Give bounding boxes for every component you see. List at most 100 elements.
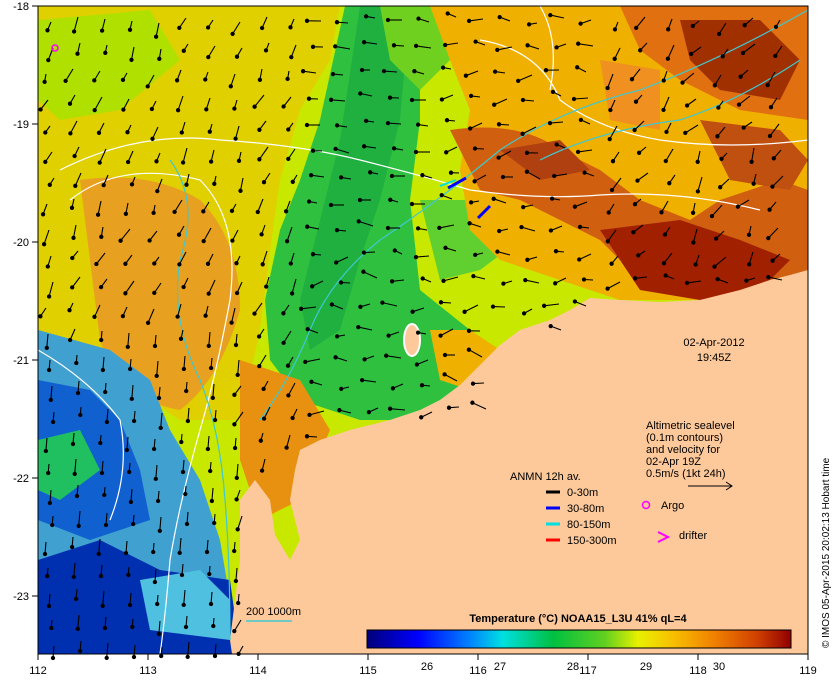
velocity-arrow-head xyxy=(99,470,105,476)
velocity-arrow xyxy=(208,279,216,294)
velocity-arrow-head xyxy=(359,377,365,383)
velocity-arrow-head xyxy=(716,31,722,37)
velocity-arrow-head xyxy=(281,340,286,346)
velocity-arrow-head xyxy=(462,309,467,314)
velocity-arrow xyxy=(661,200,669,213)
velocity-arrow-head xyxy=(99,28,105,33)
velocity-arrow xyxy=(737,199,750,208)
y-tick-label: -20 xyxy=(13,237,29,249)
velocity-arrow-head xyxy=(416,16,421,21)
velocity-arrow-head xyxy=(577,257,582,262)
velocity-arrow-head xyxy=(307,412,312,418)
velocity-arrow-head xyxy=(229,208,235,214)
velocity-arrow-head xyxy=(42,551,48,557)
velocity-arrow-head xyxy=(519,224,524,230)
velocity-arrow xyxy=(554,173,568,177)
velocity-arrow-head xyxy=(463,73,469,78)
velocity-arrow xyxy=(497,251,511,256)
velocity-arrow xyxy=(155,22,160,37)
velocity-arrow xyxy=(77,614,80,629)
velocity-arrow-head xyxy=(50,419,56,425)
velocity-arrow-head xyxy=(125,159,131,165)
velocity-arrow-head xyxy=(712,264,717,269)
velocity-arrow-head xyxy=(438,300,444,305)
velocity-arrow xyxy=(48,281,54,297)
velocity-arrow xyxy=(98,538,101,554)
velocity-arrow-head xyxy=(468,200,474,205)
velocity-arrow xyxy=(124,280,135,294)
velocity-arrow xyxy=(258,146,269,160)
velocity-arrow-head xyxy=(236,158,242,163)
velocity-arrow xyxy=(73,562,76,577)
argo-marker xyxy=(51,44,59,52)
velocity-arrow-head xyxy=(446,405,452,410)
velocity-arrow-head xyxy=(663,273,668,278)
velocity-arrow-head xyxy=(155,188,160,194)
velocity-arrow-head xyxy=(419,415,424,420)
velocity-arrow-head xyxy=(361,40,367,45)
velocity-arrow-head xyxy=(290,179,295,184)
velocity-arrow xyxy=(692,228,698,243)
velocity-arrow-head xyxy=(96,130,102,135)
velocity-arrow xyxy=(235,125,240,139)
velocity-arrow-head xyxy=(333,146,338,152)
velocity-arrow xyxy=(94,96,103,111)
velocity-arrow-head xyxy=(184,182,189,187)
velocity-arrow-head xyxy=(284,239,290,244)
velocity-arrow-head xyxy=(152,343,158,349)
velocity-arrow xyxy=(517,74,533,82)
velocity-arrow-head xyxy=(206,54,211,60)
velocity-arrow xyxy=(364,41,378,45)
velocity-arrow-head xyxy=(68,131,73,136)
velocity-arrow xyxy=(439,224,455,229)
velocity-arrow-head xyxy=(120,77,126,83)
velocity-arrow-head xyxy=(212,653,218,659)
velocity-arrow-head xyxy=(45,264,50,269)
velocity-arrow-head xyxy=(388,197,393,202)
velocity-arrow-head xyxy=(684,103,690,108)
velocity-arrow xyxy=(233,619,242,632)
velocity-arrow-head xyxy=(471,273,476,279)
velocity-arrow xyxy=(46,333,49,348)
velocity-arrow-head xyxy=(607,136,612,142)
velocity-arrow xyxy=(286,226,293,242)
velocity-arrow xyxy=(97,200,102,215)
velocity-arrow-head xyxy=(45,28,50,33)
velocity-arrow xyxy=(230,73,236,87)
velocity-arrow-head xyxy=(174,78,180,83)
velocity-arrow-head xyxy=(661,261,667,266)
velocity-arrow xyxy=(126,436,129,451)
velocity-arrow-head xyxy=(575,65,580,70)
velocity-arrow-head xyxy=(177,25,182,31)
velocity-arrow-head xyxy=(95,212,101,217)
velocity-arrow-head xyxy=(175,314,180,319)
velocity-arrow xyxy=(383,70,398,73)
y-tick-label: -18 xyxy=(13,1,29,13)
velocity-arrow xyxy=(127,332,130,347)
velocity-arrow xyxy=(95,252,106,265)
velocity-arrow-head xyxy=(695,159,700,164)
velocity-arrow xyxy=(207,45,216,58)
velocity-arrow-head xyxy=(73,183,78,188)
velocity-arrow-head xyxy=(152,261,157,266)
velocity-arrow xyxy=(525,279,540,284)
velocity-arrow-head xyxy=(472,146,478,151)
velocity-arrow-head xyxy=(63,78,68,84)
velocity-arrow-head xyxy=(766,235,771,241)
velocity-arrow xyxy=(49,489,52,504)
velocity-arrow-head xyxy=(232,422,237,427)
velocity-arrow-head xyxy=(516,78,521,84)
altimetry-note: Altimetric sealevel (0.1m contours) and … xyxy=(646,420,735,491)
velocity-arrow-head xyxy=(235,372,240,378)
velocity-arrow-head xyxy=(443,42,448,48)
velocity-arrow-head xyxy=(582,170,587,175)
velocity-arrow-head xyxy=(334,260,339,265)
velocity-arrow xyxy=(102,590,105,606)
velocity-arrow xyxy=(177,95,184,111)
velocity-arrow-head xyxy=(181,48,186,53)
y-tick-label: -23 xyxy=(13,591,29,603)
x-tick-label: 114 xyxy=(249,665,267,677)
velocity-arrow-head xyxy=(338,280,344,285)
velocity-arrow-head xyxy=(384,353,389,358)
velocity-arrow-head xyxy=(257,127,262,132)
